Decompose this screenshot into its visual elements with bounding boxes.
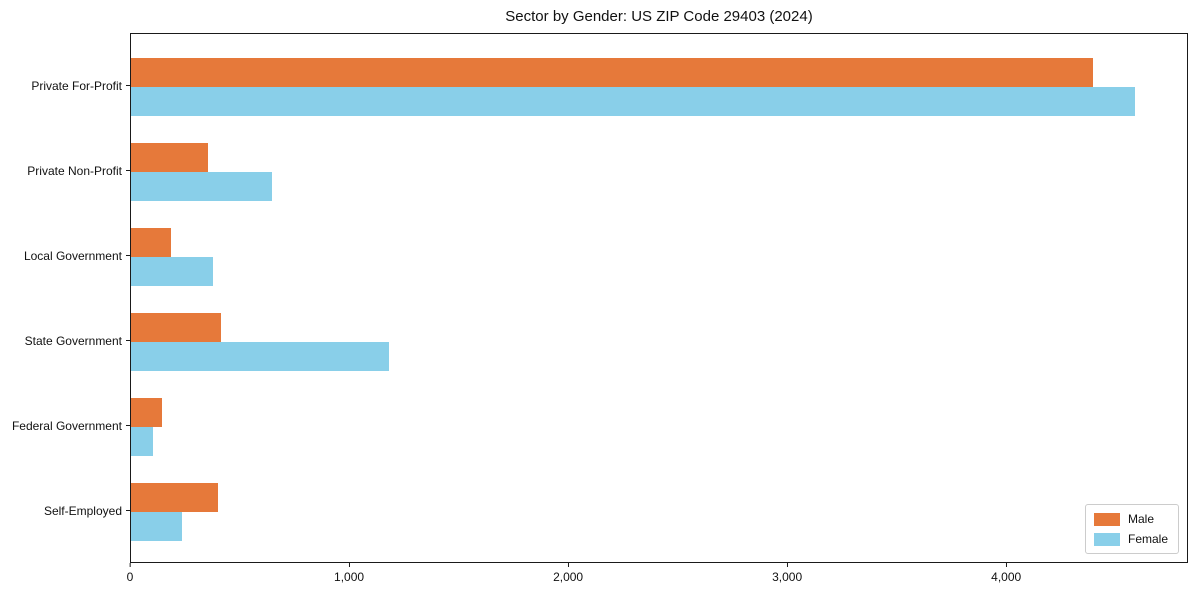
- x-tick-mark: [567, 563, 569, 567]
- y-tick-mark: [126, 85, 130, 86]
- bar-male-1: [131, 142, 208, 172]
- x-tick-4: 4,000: [991, 563, 1021, 584]
- x-tick-label: 1,000: [334, 570, 365, 584]
- bar-group-5: [131, 469, 1187, 554]
- legend-label: Male: [1127, 512, 1154, 526]
- bar-female-3: [131, 341, 389, 371]
- bar-male-3: [131, 312, 221, 342]
- x-tick-mark: [129, 563, 131, 567]
- y-axis-label: State Government: [24, 333, 122, 348]
- bar-female-2: [131, 256, 213, 286]
- y-axis-label: Federal Government: [11, 418, 122, 433]
- bar-female-5: [131, 511, 183, 541]
- y-axis-label: Local Government: [23, 248, 122, 263]
- x-tick-mark: [786, 563, 788, 567]
- x-tick-label: 3,000: [772, 570, 803, 584]
- legend-items: Male Female: [1093, 512, 1168, 546]
- chart-title: Sector by Gender: US ZIP Code 29403 (202…: [505, 8, 813, 25]
- x-axis-ticks: 0 1,000 2,000 3,000 4,000: [126, 563, 1188, 593]
- y-tick-mark: [126, 255, 130, 256]
- x-tick-0: 0: [126, 563, 134, 584]
- bar-female-0: [131, 86, 1135, 116]
- x-tick-mark: [1005, 563, 1007, 567]
- bar-male-0: [131, 57, 1093, 87]
- bar-rows: [131, 44, 1187, 554]
- y-tick-mark: [126, 170, 130, 171]
- legend-item-male: Male: [1093, 512, 1168, 526]
- y-axis-label-row-2: Local Government: [0, 213, 130, 298]
- y-axis-label-row-1: Private Non-Profit: [0, 128, 130, 213]
- y-axis-label-row-3: State Government: [0, 298, 130, 383]
- plot-area: Male Female: [130, 33, 1188, 563]
- bar-male-5: [131, 482, 219, 512]
- x-tick-label: 2,000: [553, 570, 584, 584]
- bar-group-1: [131, 129, 1187, 214]
- legend-label: Female: [1127, 532, 1168, 546]
- legend-item-female: Female: [1093, 532, 1168, 546]
- bar-group-4: [131, 384, 1187, 469]
- x-tick-1: 1,000: [334, 563, 364, 584]
- y-tick-mark: [126, 340, 130, 341]
- y-tick-mark: [126, 510, 130, 511]
- bar-male-4: [131, 397, 162, 427]
- legend-swatch-female-icon: [1093, 532, 1120, 546]
- bar-group-3: [131, 299, 1187, 384]
- x-tick-3: 3,000: [772, 563, 802, 584]
- y-axis-label-row-5: Self-Employed: [0, 468, 130, 553]
- bar-female-1: [131, 171, 273, 201]
- bar-male-2: [131, 227, 172, 257]
- bar-female-4: [131, 426, 153, 456]
- x-tick-label: 0: [126, 570, 134, 584]
- y-axis-label-row-4: Federal Government: [0, 383, 130, 468]
- y-tick-mark: [126, 425, 130, 426]
- legend: Male Female: [1084, 504, 1179, 554]
- y-axis-label-row-0: Private For-Profit: [0, 43, 130, 128]
- legend-swatch-male-icon: [1093, 512, 1120, 526]
- bar-group-0: [131, 44, 1187, 129]
- y-axis-labels: Private For-Profit Private Non-Profit Loca…: [0, 43, 130, 553]
- y-axis-label: Self-Employed: [43, 503, 122, 518]
- x-tick-2: 2,000: [553, 563, 583, 584]
- x-tick-mark: [348, 563, 350, 567]
- y-axis-label: Private Non-Profit: [27, 163, 122, 178]
- x-tick-label: 4,000: [991, 570, 1022, 584]
- y-axis-label: Private For-Profit: [31, 78, 122, 93]
- bar-group-2: [131, 214, 1187, 299]
